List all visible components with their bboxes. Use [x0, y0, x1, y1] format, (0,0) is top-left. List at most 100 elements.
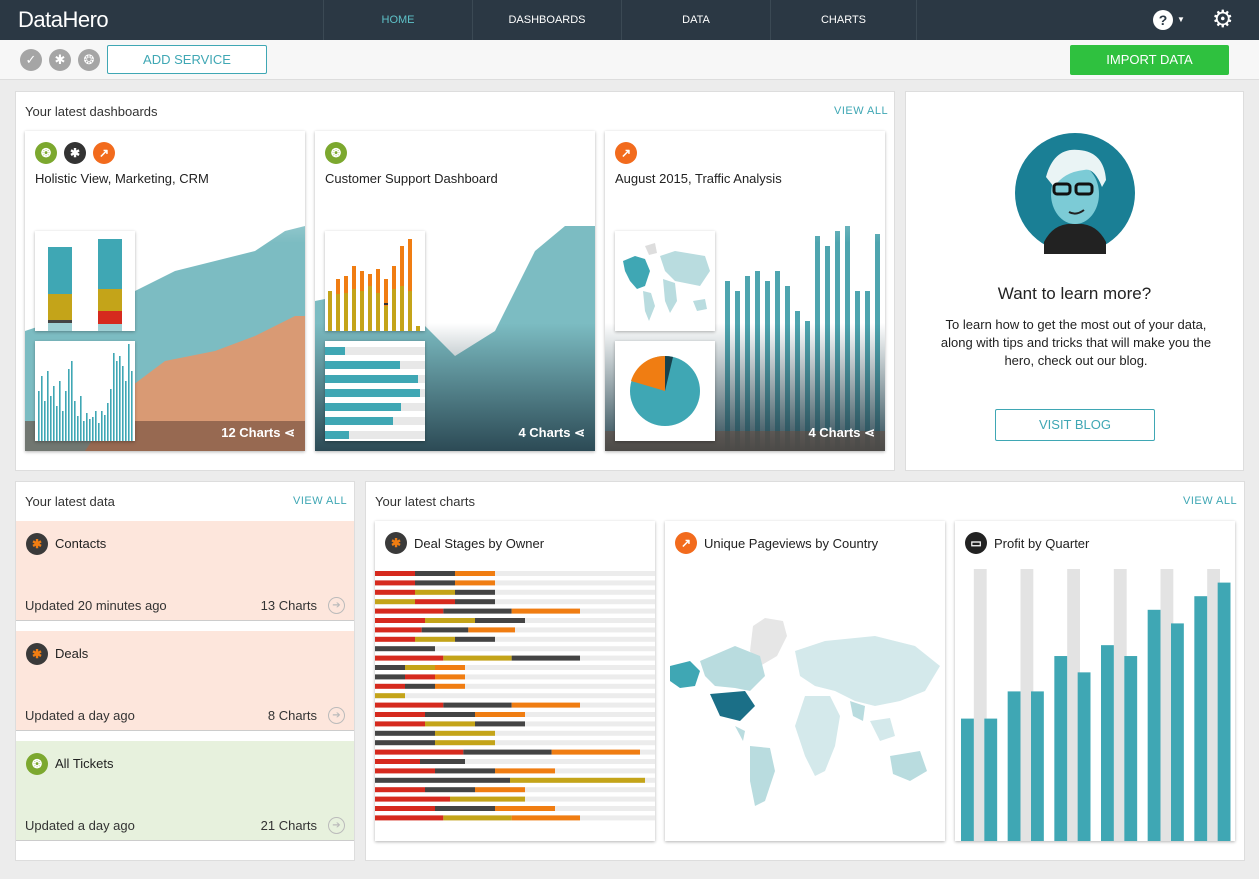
deal-bar-segment: [420, 759, 465, 764]
dashboard-card[interactable]: ❂ ✱ ↗ Holistic View, Marketing, CRM 12 C…: [25, 131, 305, 451]
bar-background: [1160, 569, 1174, 841]
import-data-button[interactable]: IMPORT DATA: [1070, 45, 1229, 75]
deal-row-bg: [375, 636, 655, 642]
dashboard-card[interactable]: ↗ August 2015, Traffic Analysis 4 Charts…: [605, 131, 885, 451]
deal-bar-segment: [375, 749, 464, 755]
profit-bar: [1171, 623, 1184, 841]
logo[interactable]: DataHero: [18, 7, 109, 32]
deal-bar-segment: [450, 796, 525, 802]
zendesk-icon: ❂: [325, 142, 347, 164]
data-item-all-tickets[interactable]: ❂ All Tickets Updated a day ago 21 Chart…: [16, 741, 354, 841]
arrow-right-icon[interactable]: ➔: [328, 707, 345, 724]
deal-row-bg: [375, 589, 655, 595]
dashboards-view-all[interactable]: VIEW ALL: [834, 105, 889, 117]
zendesk-icon: ❂: [26, 753, 48, 775]
bar-background: [973, 569, 987, 841]
bar-background: [1020, 569, 1034, 841]
tab-home[interactable]: HOME: [323, 0, 472, 40]
thumb-pie-chart: [615, 341, 715, 441]
deal-bar-segment: [475, 712, 525, 717]
tab-data[interactable]: DATA: [621, 0, 770, 40]
profit-bar: [1007, 691, 1021, 841]
service-zendesk-icon[interactable]: ❂: [78, 49, 100, 71]
chart-card[interactable]: ✱ Deal Stages by Owner: [375, 521, 655, 841]
data-item-name: Contacts: [55, 536, 107, 551]
deal-bar-segment: [375, 740, 435, 746]
deal-bar-segment: [435, 683, 465, 689]
profit-bar: [1077, 672, 1091, 841]
thumb-world-map: [615, 231, 715, 331]
learn-text: To learn how to get the most out of your…: [940, 317, 1212, 368]
deal-row-bg: [375, 693, 655, 699]
deal-bar-segment: [495, 768, 555, 774]
dashboard-chart-count: 4 Charts ⋖: [808, 425, 875, 440]
profit-bar: [1054, 656, 1068, 841]
dashboard-card[interactable]: ❂ Customer Support Dashboard: [315, 131, 595, 451]
deal-bar-segment: [415, 636, 455, 642]
deal-bar-segment: [375, 627, 422, 633]
help-icon[interactable]: ?: [1153, 10, 1173, 30]
share-icon[interactable]: ⋖: [864, 425, 875, 440]
deal-bar-segment: [375, 730, 435, 736]
deal-bar-segment: [415, 571, 455, 576]
deal-bar-segment: [375, 655, 444, 661]
bar-background: [1113, 569, 1127, 841]
add-service-button[interactable]: ADD SERVICE: [107, 45, 267, 74]
thumb-stacked-bars: [325, 231, 425, 331]
deal-bar-segment: [405, 683, 435, 689]
deal-bar-segment: [511, 608, 580, 614]
deal-bar-segment: [425, 712, 475, 717]
deal-row-bg: [375, 759, 655, 764]
tab-dashboards[interactable]: DASHBOARDS: [472, 0, 621, 40]
deal-bar-segment: [375, 580, 415, 586]
deal-bar-segment: [375, 608, 444, 614]
deal-bar-segment: [375, 815, 444, 821]
deal-bar-segment: [415, 580, 455, 586]
chart-card[interactable]: ▭ Profit by Quarter: [955, 521, 1235, 841]
deal-bar-segment: [375, 768, 435, 774]
deal-bar-segment: [425, 618, 475, 623]
deal-bar-segment: [463, 749, 552, 755]
learn-title: Want to learn more?: [997, 284, 1152, 303]
arrow-right-icon[interactable]: ➔: [328, 597, 345, 614]
share-icon[interactable]: ⋖: [574, 425, 585, 440]
charts-title: Your latest charts: [375, 494, 475, 509]
deal-bar-segment: [455, 636, 495, 642]
deal-row-bg: [375, 571, 655, 576]
deal-bar-segment: [435, 730, 495, 736]
deal-bar-segment: [443, 815, 512, 821]
data-item-deals[interactable]: ✱ Deals Updated a day ago 8 Charts ➔: [16, 631, 354, 731]
visit-blog-button[interactable]: VISIT BLOG: [995, 409, 1155, 441]
chart-title: Unique Pageviews by Country: [704, 536, 879, 551]
data-item-contacts[interactable]: ✱ Contacts Updated 20 minutes ago 13 Cha…: [16, 521, 354, 621]
tab-charts[interactable]: CHARTS: [770, 0, 917, 40]
service-check-icon[interactable]: ✓: [20, 49, 42, 71]
bar-background: [1207, 569, 1220, 841]
chevron-down-icon[interactable]: ▼: [1177, 15, 1185, 24]
deal-bar-segment: [375, 759, 420, 764]
deal-bar-segment: [375, 806, 435, 811]
profit-bar: [1147, 609, 1161, 841]
deal-bar-segment: [511, 655, 580, 661]
deal-bar-segment: [415, 599, 455, 605]
deal-bar-segment: [510, 777, 645, 783]
share-icon[interactable]: ⋖: [284, 425, 295, 440]
deal-bar-segment: [375, 665, 405, 670]
data-view-all[interactable]: VIEW ALL: [293, 495, 348, 507]
deal-bar-segment: [375, 636, 415, 642]
gear-icon[interactable]: ⚙: [1212, 6, 1234, 33]
deal-bar-segment: [375, 599, 415, 605]
deal-bar-segment: [405, 665, 435, 670]
dashboard-chart-count: 4 Charts ⋖: [518, 425, 585, 440]
charts-view-all[interactable]: VIEW ALL: [1183, 495, 1238, 507]
dashboard-title: Holistic View, Marketing, CRM: [35, 171, 209, 186]
chart-card[interactable]: ↗ Unique Pageviews by Country: [665, 521, 945, 841]
profit-bar: [1124, 656, 1138, 841]
deal-bar-segment: [455, 580, 495, 586]
deal-bar-segment: [375, 618, 425, 623]
data-item-updated: Updated 20 minutes ago: [25, 598, 167, 613]
service-hubspot-icon[interactable]: ✱: [49, 49, 71, 71]
deal-row-bg: [375, 646, 655, 652]
deal-bar-segment: [375, 589, 415, 595]
arrow-right-icon[interactable]: ➔: [328, 817, 345, 834]
